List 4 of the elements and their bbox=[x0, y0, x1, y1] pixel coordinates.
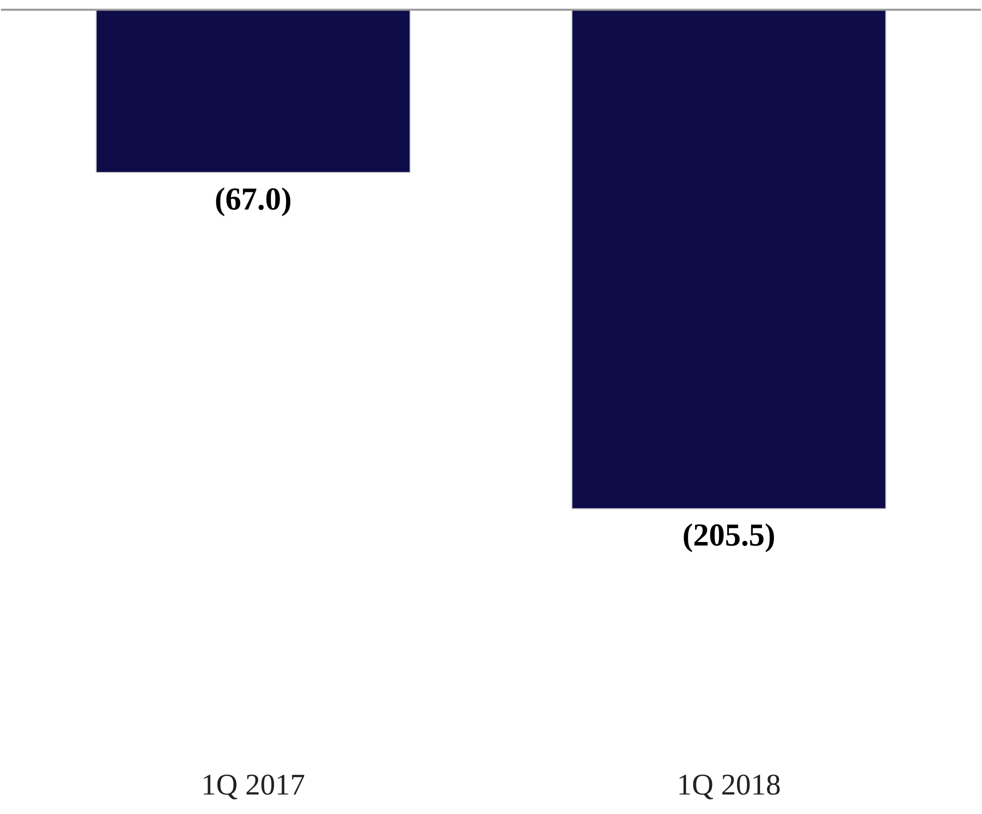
x-tick-label: 1Q 2017 bbox=[201, 768, 306, 802]
x-tick-label: 1Q 2018 bbox=[676, 768, 781, 802]
data-label: (205.5) bbox=[682, 518, 776, 553]
data-label: (67.0) bbox=[214, 181, 292, 216]
